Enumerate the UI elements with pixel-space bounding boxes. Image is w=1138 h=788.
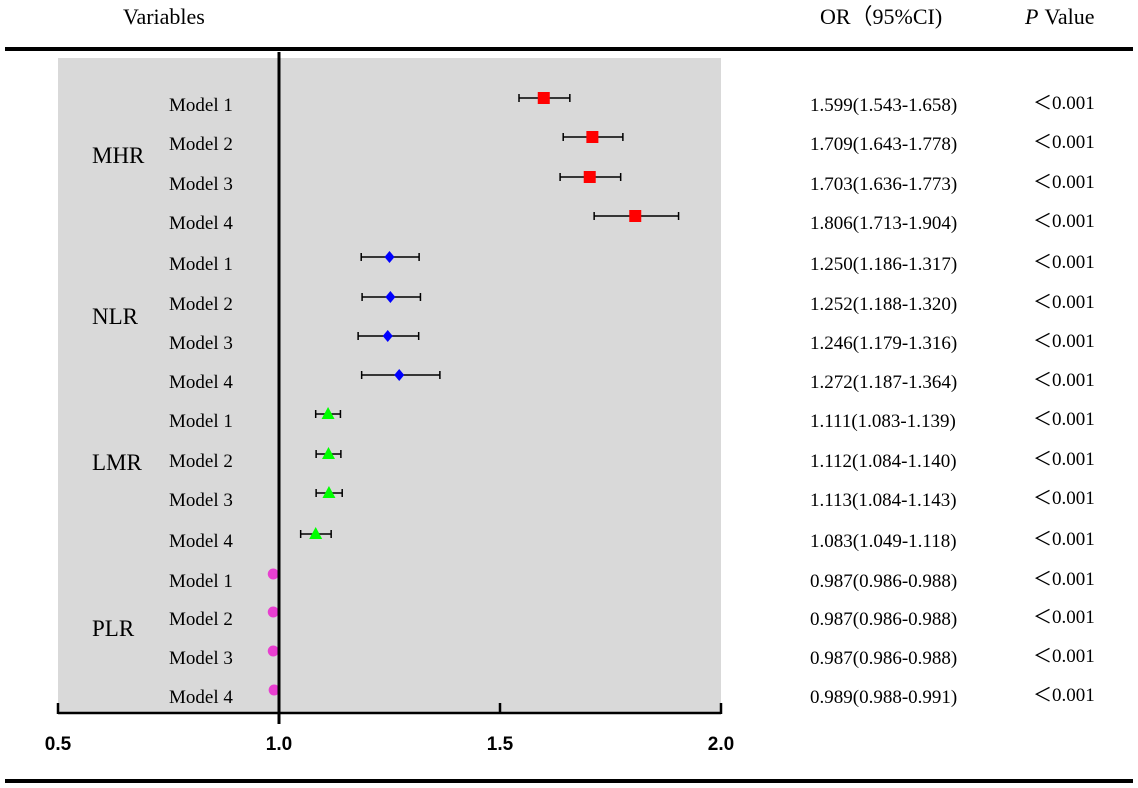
p-value-nlr-model-4: ＜0.001	[1033, 370, 1095, 391]
p-value-plr-model-4: ＜0.001	[1033, 685, 1095, 706]
point-nlr-model-1	[384, 251, 395, 263]
labels-layer: MHR Model 1 1.599(1.543-1.658) ＜0.001 Model …	[92, 93, 1095, 708]
or-ci-text-lmr-model-4: 1.083(1.049-1.118)	[810, 531, 957, 552]
model-label-lmr-model-4: Model 4	[169, 531, 233, 552]
p-value-lmr-model-1: ＜0.001	[1033, 409, 1095, 430]
point-mhr-model-4	[629, 210, 642, 222]
or-ci-text-mhr-model-4: 1.806(1.713-1.904)	[810, 213, 957, 234]
model-label-mhr-model-3: Model 3	[169, 174, 233, 195]
model-label-plr-model-2: Model 2	[169, 609, 233, 630]
point-plr-model-1	[267, 568, 279, 580]
p-value-mhr-model-4: ＜0.001	[1033, 211, 1095, 232]
group-label-plr: PLR	[92, 616, 135, 641]
header-p-value: P Value	[1024, 4, 1095, 29]
or-ci-text-nlr-model-4: 1.272(1.187-1.364)	[810, 372, 957, 393]
or-ci-text-mhr-model-1: 1.599(1.543-1.658)	[810, 95, 957, 116]
x-tick-label-1.0: 1.0	[266, 734, 292, 755]
p-value-mhr-model-3: ＜0.001	[1033, 172, 1095, 193]
marks-layer	[267, 92, 680, 696]
point-nlr-model-4	[394, 369, 405, 381]
group-label-lmr: LMR	[92, 450, 143, 475]
model-label-mhr-model-2: Model 2	[169, 134, 233, 155]
model-label-plr-model-3: Model 3	[169, 648, 233, 669]
or-ci-text-mhr-model-2: 1.709(1.643-1.778)	[810, 134, 957, 155]
point-mhr-model-1	[537, 92, 550, 104]
p-value-lmr-model-2: ＜0.001	[1033, 449, 1095, 470]
point-plr-model-3	[267, 645, 279, 657]
p-value-plr-model-3: ＜0.001	[1033, 646, 1095, 667]
model-label-plr-model-4: Model 4	[169, 687, 233, 708]
p-value-nlr-model-1: ＜0.001	[1033, 252, 1095, 273]
model-label-mhr-model-1: Model 1	[169, 95, 233, 116]
p-value-nlr-model-2: ＜0.001	[1033, 292, 1095, 313]
or-ci-text-plr-model-3: 0.987(0.986-0.988)	[810, 648, 957, 669]
or-ci-text-nlr-model-3: 1.246(1.179-1.316)	[810, 333, 957, 354]
header-p-italic: P	[1024, 4, 1038, 29]
p-value-lmr-model-4: ＜0.001	[1033, 529, 1095, 550]
or-ci-text-nlr-model-2: 1.252(1.188-1.320)	[810, 294, 957, 315]
model-label-lmr-model-3: Model 3	[169, 490, 233, 511]
plot-background	[58, 58, 721, 713]
model-label-nlr-model-3: Model 3	[169, 333, 233, 354]
or-ci-text-plr-model-1: 0.987(0.986-0.988)	[810, 571, 957, 592]
p-value-mhr-model-2: ＜0.001	[1033, 132, 1095, 153]
or-ci-text-lmr-model-3: 1.113(1.084-1.143)	[810, 490, 957, 511]
or-ci-text-mhr-model-3: 1.703(1.636-1.773)	[810, 174, 957, 195]
p-value-plr-model-2: ＜0.001	[1033, 607, 1095, 628]
model-label-lmr-model-1: Model 1	[169, 411, 233, 432]
p-value-plr-model-1: ＜0.001	[1033, 569, 1095, 590]
point-lmr-model-3	[322, 486, 336, 498]
group-label-nlr: NLR	[92, 304, 139, 329]
point-lmr-model-2	[322, 447, 336, 459]
x-axis-ticks: 0.5 1.0 1.5 2.0	[45, 703, 734, 755]
point-lmr-model-1	[321, 407, 335, 419]
or-ci-text-plr-model-2: 0.987(0.986-0.988)	[810, 609, 957, 630]
or-ci-text-plr-model-4: 0.989(0.988-0.991)	[810, 687, 957, 708]
or-ci-text-nlr-model-1: 1.250(1.186-1.317)	[810, 254, 957, 275]
point-mhr-model-3	[583, 171, 596, 183]
header-p-rest: Value	[1044, 4, 1094, 29]
model-label-mhr-model-4: Model 4	[169, 213, 233, 234]
header-variables: Variables	[123, 4, 205, 29]
model-label-plr-model-1: Model 1	[169, 571, 233, 592]
model-label-lmr-model-2: Model 2	[169, 451, 233, 472]
p-value-mhr-model-1: ＜0.001	[1033, 93, 1095, 114]
x-tick-label-1.5: 1.5	[487, 734, 514, 755]
p-value-lmr-model-3: ＜0.001	[1033, 488, 1095, 509]
p-value-nlr-model-3: ＜0.001	[1033, 331, 1095, 352]
x-tick-label-2.0: 2.0	[708, 734, 734, 755]
header-or-ci: OR（95%CI)	[820, 4, 942, 29]
model-label-nlr-model-4: Model 4	[169, 372, 233, 393]
point-plr-model-4	[268, 684, 280, 696]
group-label-mhr: MHR	[92, 143, 145, 168]
model-label-nlr-model-1: Model 1	[169, 254, 233, 275]
point-nlr-model-3	[382, 330, 393, 342]
point-nlr-model-2	[385, 291, 396, 303]
model-label-nlr-model-2: Model 2	[169, 294, 233, 315]
point-lmr-model-4	[309, 527, 323, 539]
or-ci-text-lmr-model-1: 1.111(1.083-1.139)	[810, 411, 956, 432]
point-plr-model-2	[267, 606, 279, 618]
or-ci-text-lmr-model-2: 1.112(1.084-1.140)	[810, 451, 957, 472]
point-mhr-model-2	[586, 131, 599, 143]
x-tick-label-0.5: 0.5	[45, 734, 72, 755]
